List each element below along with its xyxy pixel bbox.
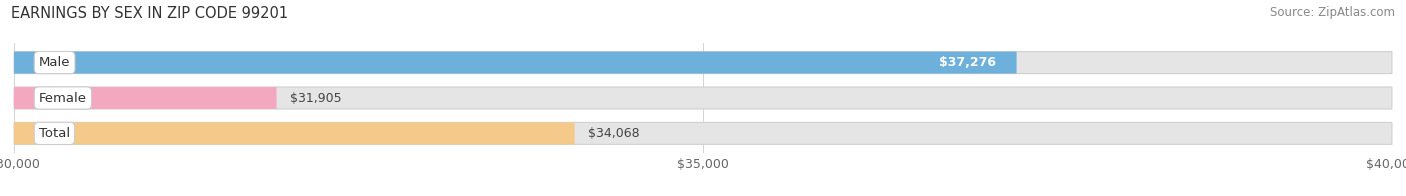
Text: $37,276: $37,276 bbox=[939, 56, 995, 69]
Text: Male: Male bbox=[39, 56, 70, 69]
Text: Total: Total bbox=[39, 127, 70, 140]
FancyBboxPatch shape bbox=[14, 87, 1392, 109]
Text: $34,068: $34,068 bbox=[588, 127, 640, 140]
FancyBboxPatch shape bbox=[14, 52, 1017, 74]
FancyBboxPatch shape bbox=[14, 122, 575, 144]
Text: $31,905: $31,905 bbox=[290, 92, 342, 104]
Text: Female: Female bbox=[39, 92, 87, 104]
FancyBboxPatch shape bbox=[14, 87, 277, 109]
FancyBboxPatch shape bbox=[14, 122, 1392, 144]
FancyBboxPatch shape bbox=[14, 52, 1392, 74]
Text: Source: ZipAtlas.com: Source: ZipAtlas.com bbox=[1270, 6, 1395, 19]
Text: EARNINGS BY SEX IN ZIP CODE 99201: EARNINGS BY SEX IN ZIP CODE 99201 bbox=[11, 6, 288, 21]
